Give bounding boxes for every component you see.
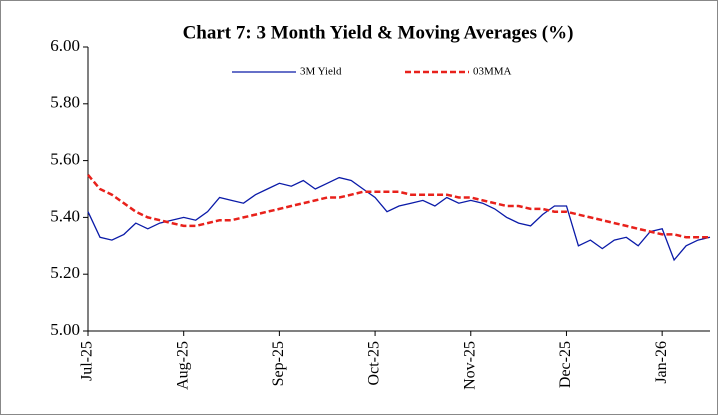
- x-tick-label: Oct-25: [366, 341, 383, 385]
- x-tick-label: Jan-26: [653, 341, 670, 384]
- y-tick-label: 6.00: [50, 36, 80, 55]
- legend-label: 03MMA: [473, 66, 512, 78]
- chart-title: Chart 7: 3 Month Yield & Moving Averages…: [183, 22, 574, 43]
- y-tick-label: 5.00: [50, 320, 80, 339]
- y-tick-label: 5.40: [50, 206, 80, 225]
- legend-label: 3M Yield: [300, 66, 342, 78]
- x-tick-label: Dec-25: [557, 341, 574, 388]
- series-line: [87, 173, 710, 239]
- x-tick-label: Nov-25: [461, 341, 478, 390]
- x-tick-label: Sep-25: [270, 341, 287, 386]
- series-line: [87, 176, 711, 262]
- y-tick-label: 5.20: [50, 263, 80, 282]
- x-tick-label: Jul-25: [79, 341, 96, 381]
- x-tick-label: Aug-25: [174, 341, 191, 390]
- y-tick-label: 5.80: [50, 93, 80, 112]
- y-tick-label: 5.60: [50, 150, 80, 169]
